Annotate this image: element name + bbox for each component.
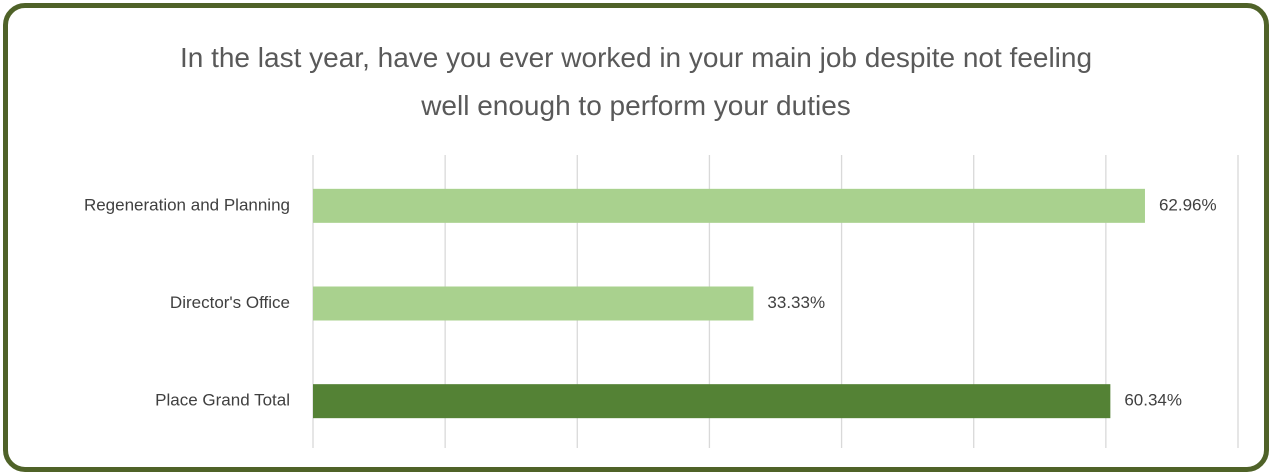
chart-title: In the last year, have you ever worked i… <box>179 42 1093 121</box>
data-label: 60.34% <box>1124 391 1182 410</box>
bar <box>313 384 1111 419</box>
data-label: 62.96% <box>1159 195 1217 214</box>
bar <box>313 286 754 321</box>
y-tick-label: Place Grand Total <box>155 391 290 410</box>
bar <box>313 188 1145 223</box>
y-tick-label: Director's Office <box>170 293 290 312</box>
data-label: 33.33% <box>767 293 825 312</box>
y-tick-label: Regeneration and Planning <box>84 195 290 214</box>
